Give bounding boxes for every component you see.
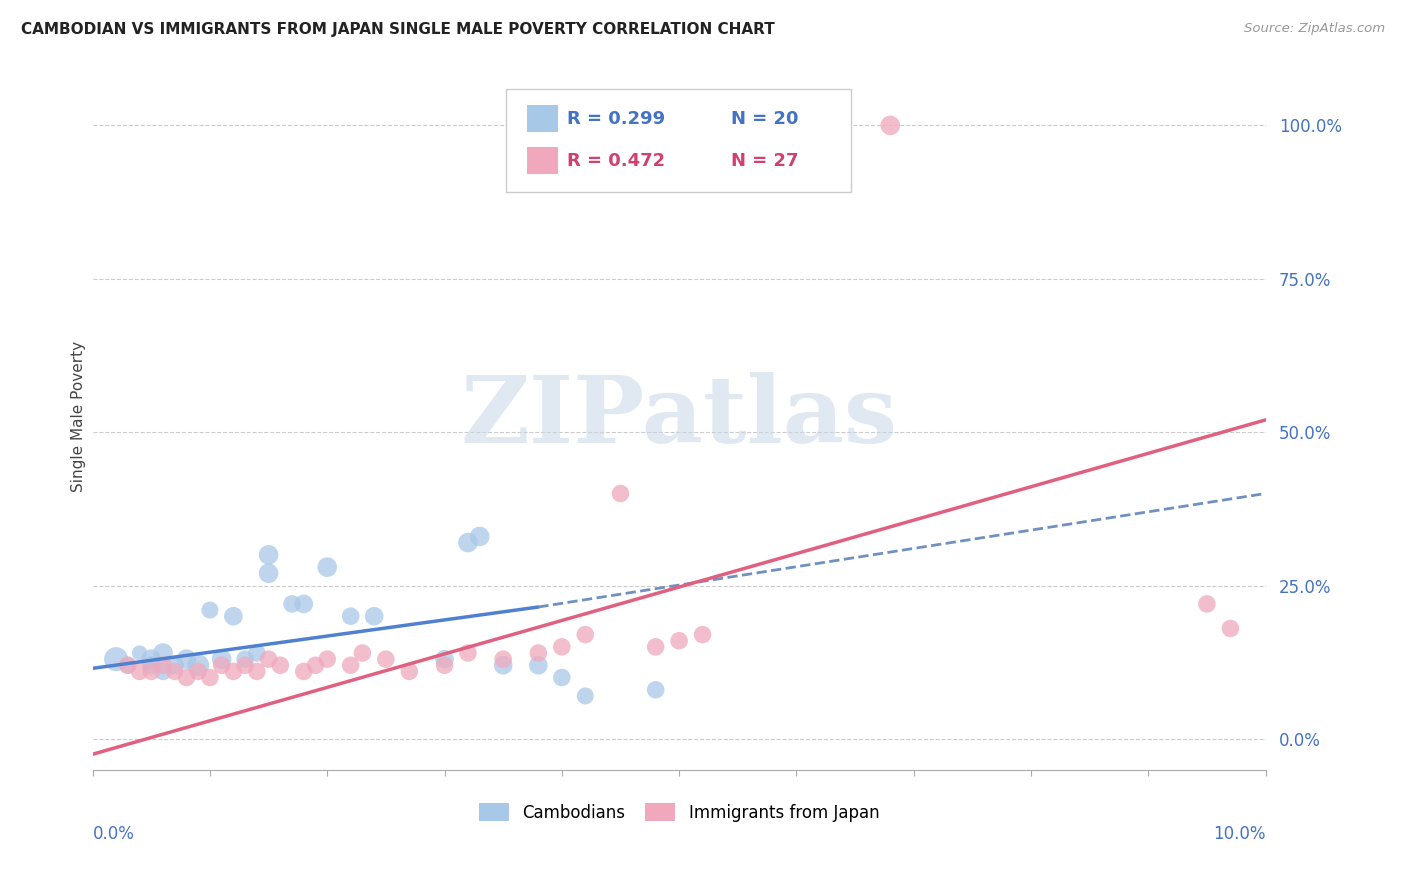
Point [879,119,901,133]
Point [163,658,186,673]
Point [257,566,280,581]
Point [551,640,574,654]
Point [304,658,326,673]
Text: CAMBODIAN VS IMMIGRANTS FROM JAPAN SINGLE MALE POVERTY CORRELATION CHART: CAMBODIAN VS IMMIGRANTS FROM JAPAN SINGL… [21,22,775,37]
Point [492,652,515,666]
Point [141,665,163,679]
Legend: Cambodians, Immigrants from Japan: Cambodians, Immigrants from Japan [472,797,886,829]
Point [176,652,198,666]
Text: R = 0.299: R = 0.299 [567,110,665,128]
Point [117,658,139,673]
Point [152,665,174,679]
Y-axis label: Single Male Poverty: Single Male Poverty [72,342,86,492]
Point [363,609,385,624]
Point [374,652,396,666]
Point [222,665,245,679]
Text: N = 27: N = 27 [731,152,799,169]
Point [233,652,256,666]
Point [292,665,315,679]
Point [117,658,139,673]
Point [527,658,550,673]
Point [1195,597,1218,611]
Point [246,646,269,660]
Point [292,597,315,611]
Point [1219,622,1241,636]
Point [141,652,163,666]
Point [433,652,456,666]
Point [257,652,280,666]
Text: R = 0.472: R = 0.472 [567,152,665,169]
Point [198,671,221,685]
Point [187,658,209,673]
Point [492,658,515,673]
Point [644,640,666,654]
Point [233,658,256,673]
Point [269,658,291,673]
Text: 0.0%: 0.0% [93,825,135,843]
Point [163,665,186,679]
Text: Source: ZipAtlas.com: Source: ZipAtlas.com [1244,22,1385,36]
Point [257,548,280,562]
Point [339,609,361,624]
Point [176,671,198,685]
Point [527,646,550,660]
Point [339,658,361,673]
Text: N = 20: N = 20 [731,110,799,128]
Point [281,597,304,611]
Point [457,535,479,549]
Text: 10.0%: 10.0% [1213,825,1265,843]
Point [198,603,221,617]
Point [222,609,245,624]
Text: ZIPatlas: ZIPatlas [461,372,897,462]
Point [609,486,631,500]
Point [316,560,339,574]
Point [551,671,574,685]
Point [352,646,374,660]
Point [128,665,150,679]
Point [668,633,690,648]
Point [574,689,596,703]
Point [187,665,209,679]
Point [468,529,491,543]
Point [141,658,163,673]
Point [316,652,339,666]
Point [211,658,233,673]
Point [128,646,150,660]
Point [152,658,174,673]
Point [246,665,269,679]
Point [398,665,420,679]
Point [692,627,714,641]
Point [433,658,456,673]
Point [211,652,233,666]
Point [105,652,128,666]
Point [644,682,666,697]
Point [152,646,174,660]
Point [574,627,596,641]
Point [457,646,479,660]
